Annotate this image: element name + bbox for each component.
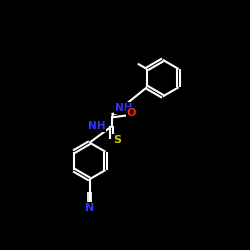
- Text: O: O: [127, 108, 136, 118]
- Text: S: S: [113, 135, 121, 145]
- Text: NH: NH: [114, 103, 132, 113]
- Text: NH: NH: [88, 121, 105, 131]
- Text: N: N: [85, 203, 94, 213]
